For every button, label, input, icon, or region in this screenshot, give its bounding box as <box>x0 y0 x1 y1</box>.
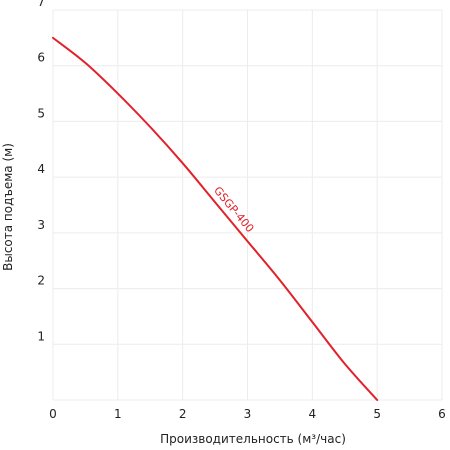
grid <box>52 9 443 401</box>
tick-labels: 0 1 2 3 4 5 6 1 2 3 4 5 6 7 <box>37 0 445 421</box>
y-tick-label: 3 <box>37 218 45 232</box>
x-tick-label: 6 <box>438 407 446 421</box>
y-tick-label: 7 <box>37 0 45 9</box>
series-line <box>52 36 379 401</box>
x-tick-label: 2 <box>179 407 187 421</box>
x-tick-label: 3 <box>244 407 252 421</box>
y-axis-title: Высота подъема (м) <box>1 143 15 271</box>
y-tick-label: 6 <box>37 51 45 65</box>
y-tick-label: 1 <box>37 329 45 343</box>
y-tick-label: 4 <box>37 162 45 176</box>
y-tick-label: 2 <box>37 274 45 288</box>
series-label: GSGP-400 <box>211 184 256 235</box>
x-tick-label: 4 <box>309 407 317 421</box>
series-group: GSGP-400 <box>52 36 379 401</box>
x-tick-label: 5 <box>373 407 381 421</box>
x-tick-label: 1 <box>114 407 122 421</box>
y-tick-label: 5 <box>37 106 45 120</box>
x-axis-title: Производительность (м³/час) <box>160 432 346 446</box>
x-tick-label: 0 <box>49 407 57 421</box>
